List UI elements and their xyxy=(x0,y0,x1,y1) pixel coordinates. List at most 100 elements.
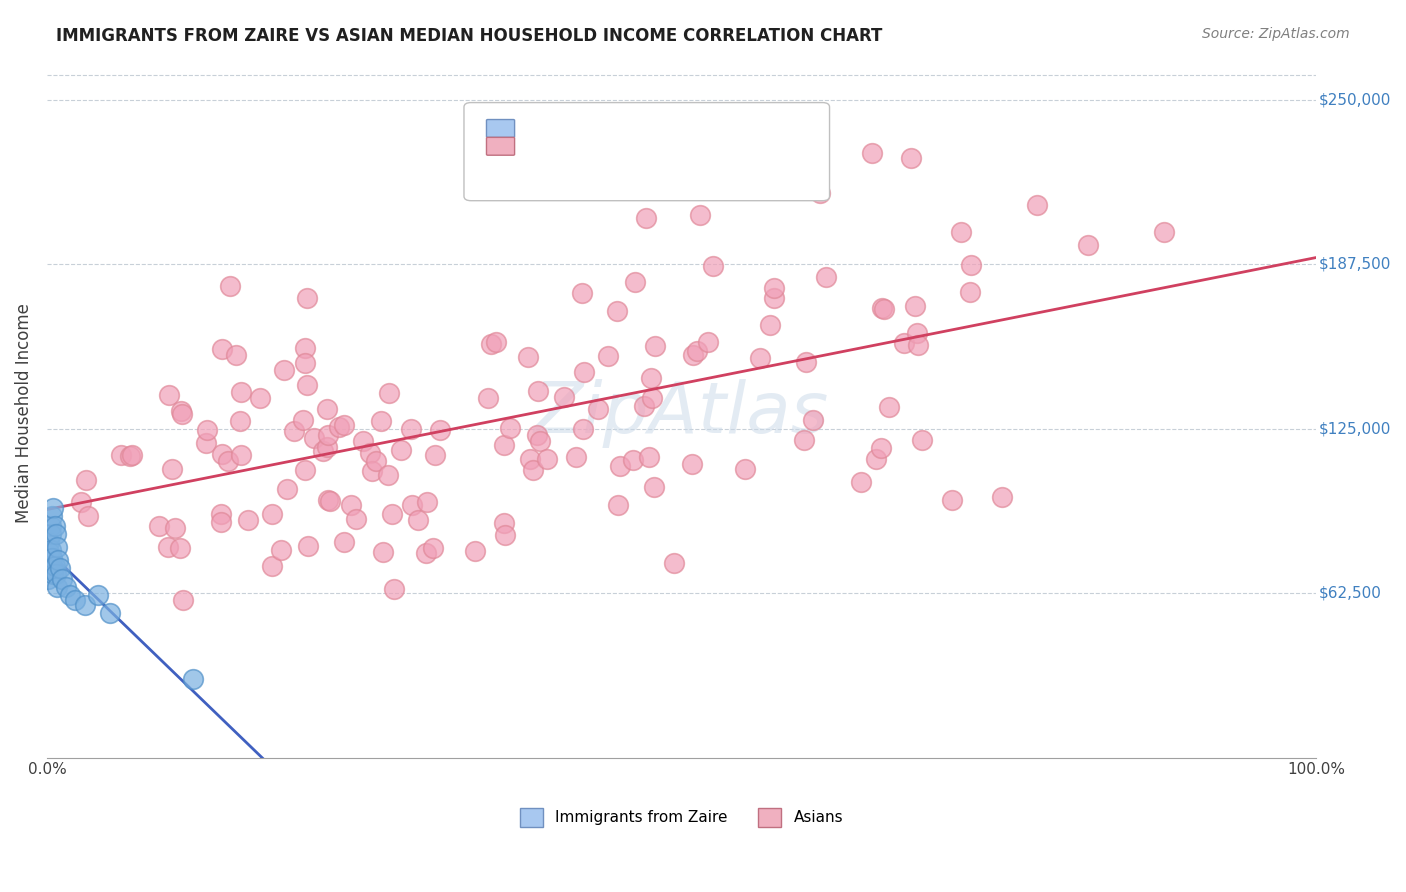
Point xyxy=(59,588,82,602)
Point xyxy=(686,343,709,358)
Point xyxy=(571,422,593,436)
Point xyxy=(696,335,718,350)
Point xyxy=(297,291,319,305)
Point xyxy=(598,349,620,363)
Point xyxy=(860,145,883,160)
Point xyxy=(960,258,983,272)
Point xyxy=(382,582,405,596)
Point xyxy=(38,535,60,549)
Point xyxy=(586,402,609,417)
Point xyxy=(606,304,628,318)
Point xyxy=(75,473,97,487)
Point xyxy=(633,399,655,413)
Point xyxy=(959,285,981,299)
Point xyxy=(423,448,446,462)
Point xyxy=(38,561,60,575)
Point xyxy=(492,516,515,531)
Point xyxy=(181,672,204,686)
Point xyxy=(572,365,595,379)
Point xyxy=(378,385,401,400)
Point xyxy=(870,441,893,455)
Legend: Immigrants from Zaire, Asians: Immigrants from Zaire, Asians xyxy=(515,802,849,832)
Point xyxy=(236,513,259,527)
Point xyxy=(169,403,191,417)
Point xyxy=(312,443,335,458)
Point xyxy=(162,461,184,475)
Text: N= 145: N= 145 xyxy=(717,141,775,155)
Point xyxy=(41,550,63,565)
Point xyxy=(229,384,252,399)
Point xyxy=(42,566,65,581)
Point xyxy=(517,350,540,364)
Point xyxy=(157,540,180,554)
Point xyxy=(55,580,77,594)
Point xyxy=(429,423,451,437)
Point xyxy=(44,558,66,573)
Y-axis label: Median Household Income: Median Household Income xyxy=(15,303,32,523)
Point xyxy=(45,527,67,541)
Point xyxy=(526,427,548,442)
Point xyxy=(38,545,60,559)
Point xyxy=(45,566,67,581)
Point xyxy=(877,400,900,414)
Point xyxy=(644,339,666,353)
Point xyxy=(361,464,384,478)
Point xyxy=(364,454,387,468)
Point xyxy=(316,493,339,508)
Point xyxy=(815,270,838,285)
Point xyxy=(793,433,815,447)
Text: $125,000: $125,000 xyxy=(1319,421,1392,436)
Point xyxy=(389,442,412,457)
Point xyxy=(169,541,191,556)
Text: R = -0.280: R = -0.280 xyxy=(534,123,616,137)
Point xyxy=(46,553,69,567)
Point xyxy=(77,509,100,524)
Point xyxy=(911,433,934,447)
Text: N=  28: N= 28 xyxy=(717,123,770,137)
Point xyxy=(297,377,319,392)
Point xyxy=(991,490,1014,504)
Point xyxy=(333,417,356,432)
Point xyxy=(333,534,356,549)
Point xyxy=(217,454,239,468)
Point xyxy=(762,291,785,305)
Point xyxy=(121,448,143,462)
Point xyxy=(315,440,337,454)
Point xyxy=(225,348,247,362)
Point xyxy=(211,342,233,356)
Point xyxy=(110,448,132,462)
Point xyxy=(553,390,575,404)
Point xyxy=(527,384,550,398)
Point xyxy=(359,446,381,460)
Point xyxy=(195,423,218,437)
Point xyxy=(401,498,423,512)
Point xyxy=(165,521,187,535)
Point xyxy=(907,337,929,351)
Point xyxy=(763,281,786,295)
Point xyxy=(316,402,339,417)
Point xyxy=(681,458,703,472)
Point xyxy=(477,392,499,406)
Point xyxy=(231,448,253,462)
Point xyxy=(810,186,832,201)
Point xyxy=(370,414,392,428)
Point xyxy=(209,515,232,529)
Point xyxy=(1153,225,1175,239)
Point xyxy=(529,434,551,448)
Point xyxy=(849,475,872,490)
Point xyxy=(416,495,439,509)
Point xyxy=(519,451,541,466)
Point xyxy=(759,318,782,332)
Point xyxy=(734,461,756,475)
Point xyxy=(260,559,283,574)
Point xyxy=(46,540,69,554)
Point xyxy=(42,500,65,515)
Point xyxy=(316,428,339,442)
Point xyxy=(148,519,170,533)
Point xyxy=(120,450,142,464)
Text: Source: ZipAtlas.com: Source: ZipAtlas.com xyxy=(1202,27,1350,41)
Point xyxy=(748,351,770,366)
Point xyxy=(564,450,586,464)
Point xyxy=(211,447,233,461)
Point xyxy=(283,424,305,438)
